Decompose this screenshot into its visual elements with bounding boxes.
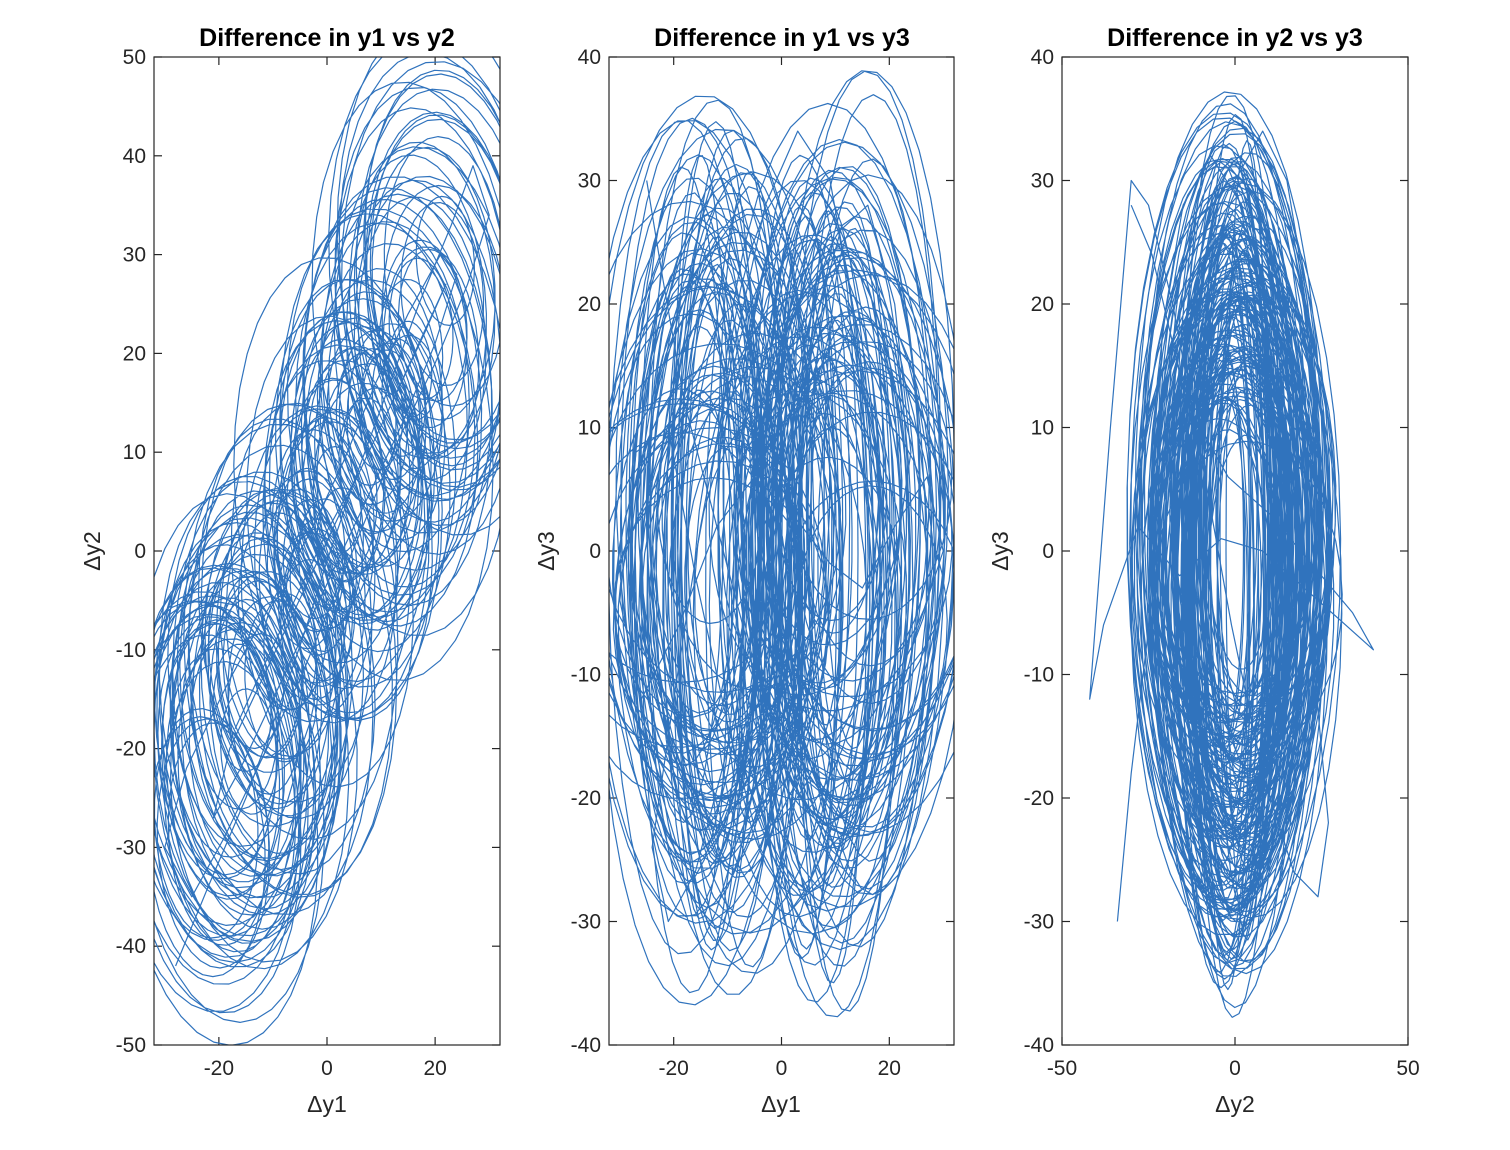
y-tick-label: -20 bbox=[116, 738, 146, 761]
y-tick-label: 20 bbox=[578, 293, 601, 316]
y-tick-label: 0 bbox=[589, 540, 601, 563]
x-tick-label: 0 bbox=[1229, 1057, 1241, 1080]
y-axis-label: Δy3 bbox=[987, 531, 1013, 571]
y-tick-label: -40 bbox=[571, 1034, 601, 1057]
chart-title: Difference in y1 vs y3 bbox=[654, 24, 910, 52]
y-tick-label: 0 bbox=[134, 540, 146, 563]
y-tick-label: -20 bbox=[1024, 787, 1054, 810]
series-line-detail bbox=[1126, 91, 1343, 1018]
y-axis-label: Δy3 bbox=[533, 531, 559, 571]
x-tick-label: 20 bbox=[423, 1057, 446, 1080]
y-tick-label: 30 bbox=[578, 170, 601, 193]
y-tick-label: -10 bbox=[1024, 664, 1054, 687]
y-tick-label: -10 bbox=[571, 664, 601, 687]
y-tick-label: 30 bbox=[1031, 170, 1054, 193]
y-tick-label: -40 bbox=[116, 935, 146, 958]
y-tick-label: -30 bbox=[571, 911, 601, 934]
y-tick-label: -10 bbox=[116, 639, 146, 662]
series-line-detail bbox=[154, 57, 500, 1045]
x-axis-label: Δy1 bbox=[761, 1091, 801, 1117]
x-tick-label: 0 bbox=[776, 1057, 788, 1080]
x-tick-label: -20 bbox=[659, 1057, 689, 1080]
x-axis-label: Δy1 bbox=[307, 1091, 347, 1117]
chart-title: Difference in y1 vs y2 bbox=[199, 24, 455, 52]
y-tick-label: -40 bbox=[1024, 1034, 1054, 1057]
axes-frame bbox=[153, 56, 501, 1046]
y-tick-label: 10 bbox=[1031, 417, 1054, 440]
chart-title: Difference in y2 vs y3 bbox=[1107, 24, 1363, 52]
y-tick-label: 30 bbox=[123, 244, 146, 267]
plot-y1-vs-y3: Difference in y1 vs y3 -40 -30 -20 -10 0 10 20… bbox=[533, 24, 955, 1117]
y-tick-label: -30 bbox=[116, 836, 146, 859]
tick-layer: -50 -40 -30 -20 -10 0 10 20 30 40 50 -20 0 20 bbox=[116, 46, 500, 1080]
y-tick-label: 40 bbox=[1031, 46, 1054, 69]
y-tick-label: 10 bbox=[123, 441, 146, 464]
x-tick-label: 20 bbox=[878, 1057, 901, 1080]
axes-frame bbox=[608, 56, 955, 1046]
y-tick-label: 20 bbox=[123, 342, 146, 365]
y-tick-label: 40 bbox=[123, 145, 146, 168]
trace-layer bbox=[154, 57, 500, 1045]
y-tick-label: 10 bbox=[578, 417, 601, 440]
y-axis-label: Δy2 bbox=[79, 531, 105, 571]
x-axis-label: Δy2 bbox=[1215, 1091, 1255, 1117]
series-line-detail bbox=[609, 70, 954, 1018]
y-tick-label: -20 bbox=[571, 787, 601, 810]
x-tick-label: -20 bbox=[204, 1057, 234, 1080]
x-tick-label: -50 bbox=[1047, 1057, 1077, 1080]
trace-layer bbox=[1089, 91, 1375, 1018]
y-tick-label: 40 bbox=[578, 46, 601, 69]
plot-y1-vs-y2: Difference in y1 vs y2 -50 -40 -30 -20 -10 0 1… bbox=[79, 24, 501, 1117]
x-tick-label: 50 bbox=[1396, 1057, 1419, 1080]
x-tick-label: 0 bbox=[321, 1057, 333, 1080]
tick-layer: -40 -30 -20 -10 0 10 20 30 40 -20 0 20 bbox=[571, 46, 954, 1080]
y-tick-label: 20 bbox=[1031, 293, 1054, 316]
y-tick-label: 0 bbox=[1042, 540, 1054, 563]
y-tick-label: -30 bbox=[1024, 911, 1054, 934]
y-tick-label: -50 bbox=[116, 1034, 146, 1057]
plot-y2-vs-y3: Difference in y2 vs y3 -40 -30 -20 -10 0 10 20… bbox=[987, 24, 1420, 1117]
y-tick-label: 50 bbox=[123, 46, 146, 69]
axes-frame bbox=[1061, 56, 1409, 1046]
trace-layer bbox=[609, 70, 954, 1018]
